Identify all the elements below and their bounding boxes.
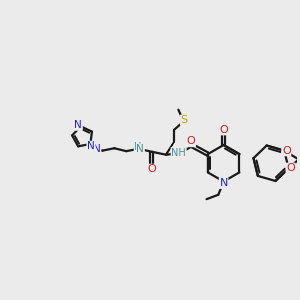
Text: N: N <box>74 120 82 130</box>
Text: O: O <box>148 164 156 174</box>
Text: NH: NH <box>171 148 186 158</box>
Text: S: S <box>181 115 188 125</box>
Text: O: O <box>219 125 228 135</box>
Text: N: N <box>87 141 95 152</box>
Text: O: O <box>187 136 195 146</box>
Text: O: O <box>282 146 291 156</box>
Text: N: N <box>93 144 101 154</box>
Polygon shape <box>165 142 174 155</box>
Text: N: N <box>219 178 228 188</box>
Text: O: O <box>286 163 295 173</box>
Text: N: N <box>136 144 144 154</box>
Text: H: H <box>134 142 142 152</box>
